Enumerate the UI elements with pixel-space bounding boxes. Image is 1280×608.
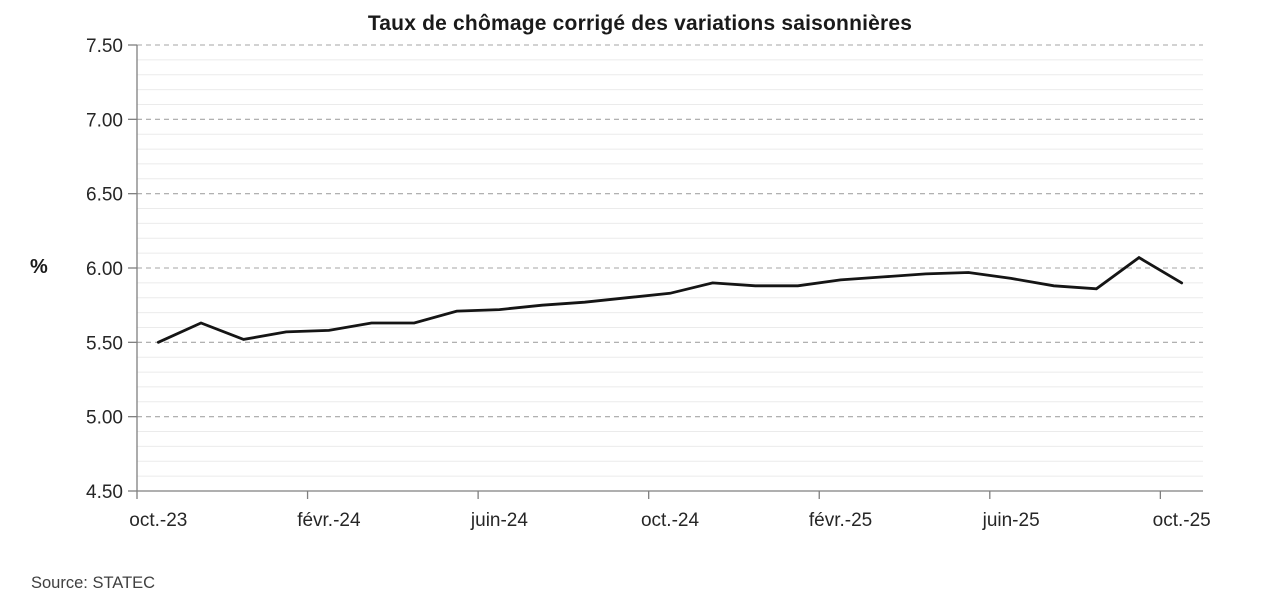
x-axis-label: oct.-25 [1153,510,1211,531]
y-axis-label: 6.00 [86,259,123,280]
x-axis-label: juin-24 [470,510,528,531]
source-note: Source: STATEC [31,574,156,592]
y-axis-label: 5.00 [86,408,123,429]
x-axis-label: oct.-23 [129,510,187,531]
y-axis-label: 7.00 [86,110,123,131]
y-axis-label: 7.50 [86,36,123,57]
x-axis-label: févr.-24 [297,510,361,531]
y-axis-label: 5.50 [86,333,123,354]
x-axis-label: juin-25 [982,510,1040,531]
x-axis-label: févr.-25 [809,510,872,531]
chart-title: Taux de chômage corrigé des variations s… [367,12,913,35]
y-axis-label: 4.50 [86,482,123,503]
y-axis-title: % [30,256,48,278]
y-axis-label: 6.50 [86,185,123,206]
x-axis-label: oct.-24 [641,510,700,531]
unemployment-rate-line [156,255,1184,344]
